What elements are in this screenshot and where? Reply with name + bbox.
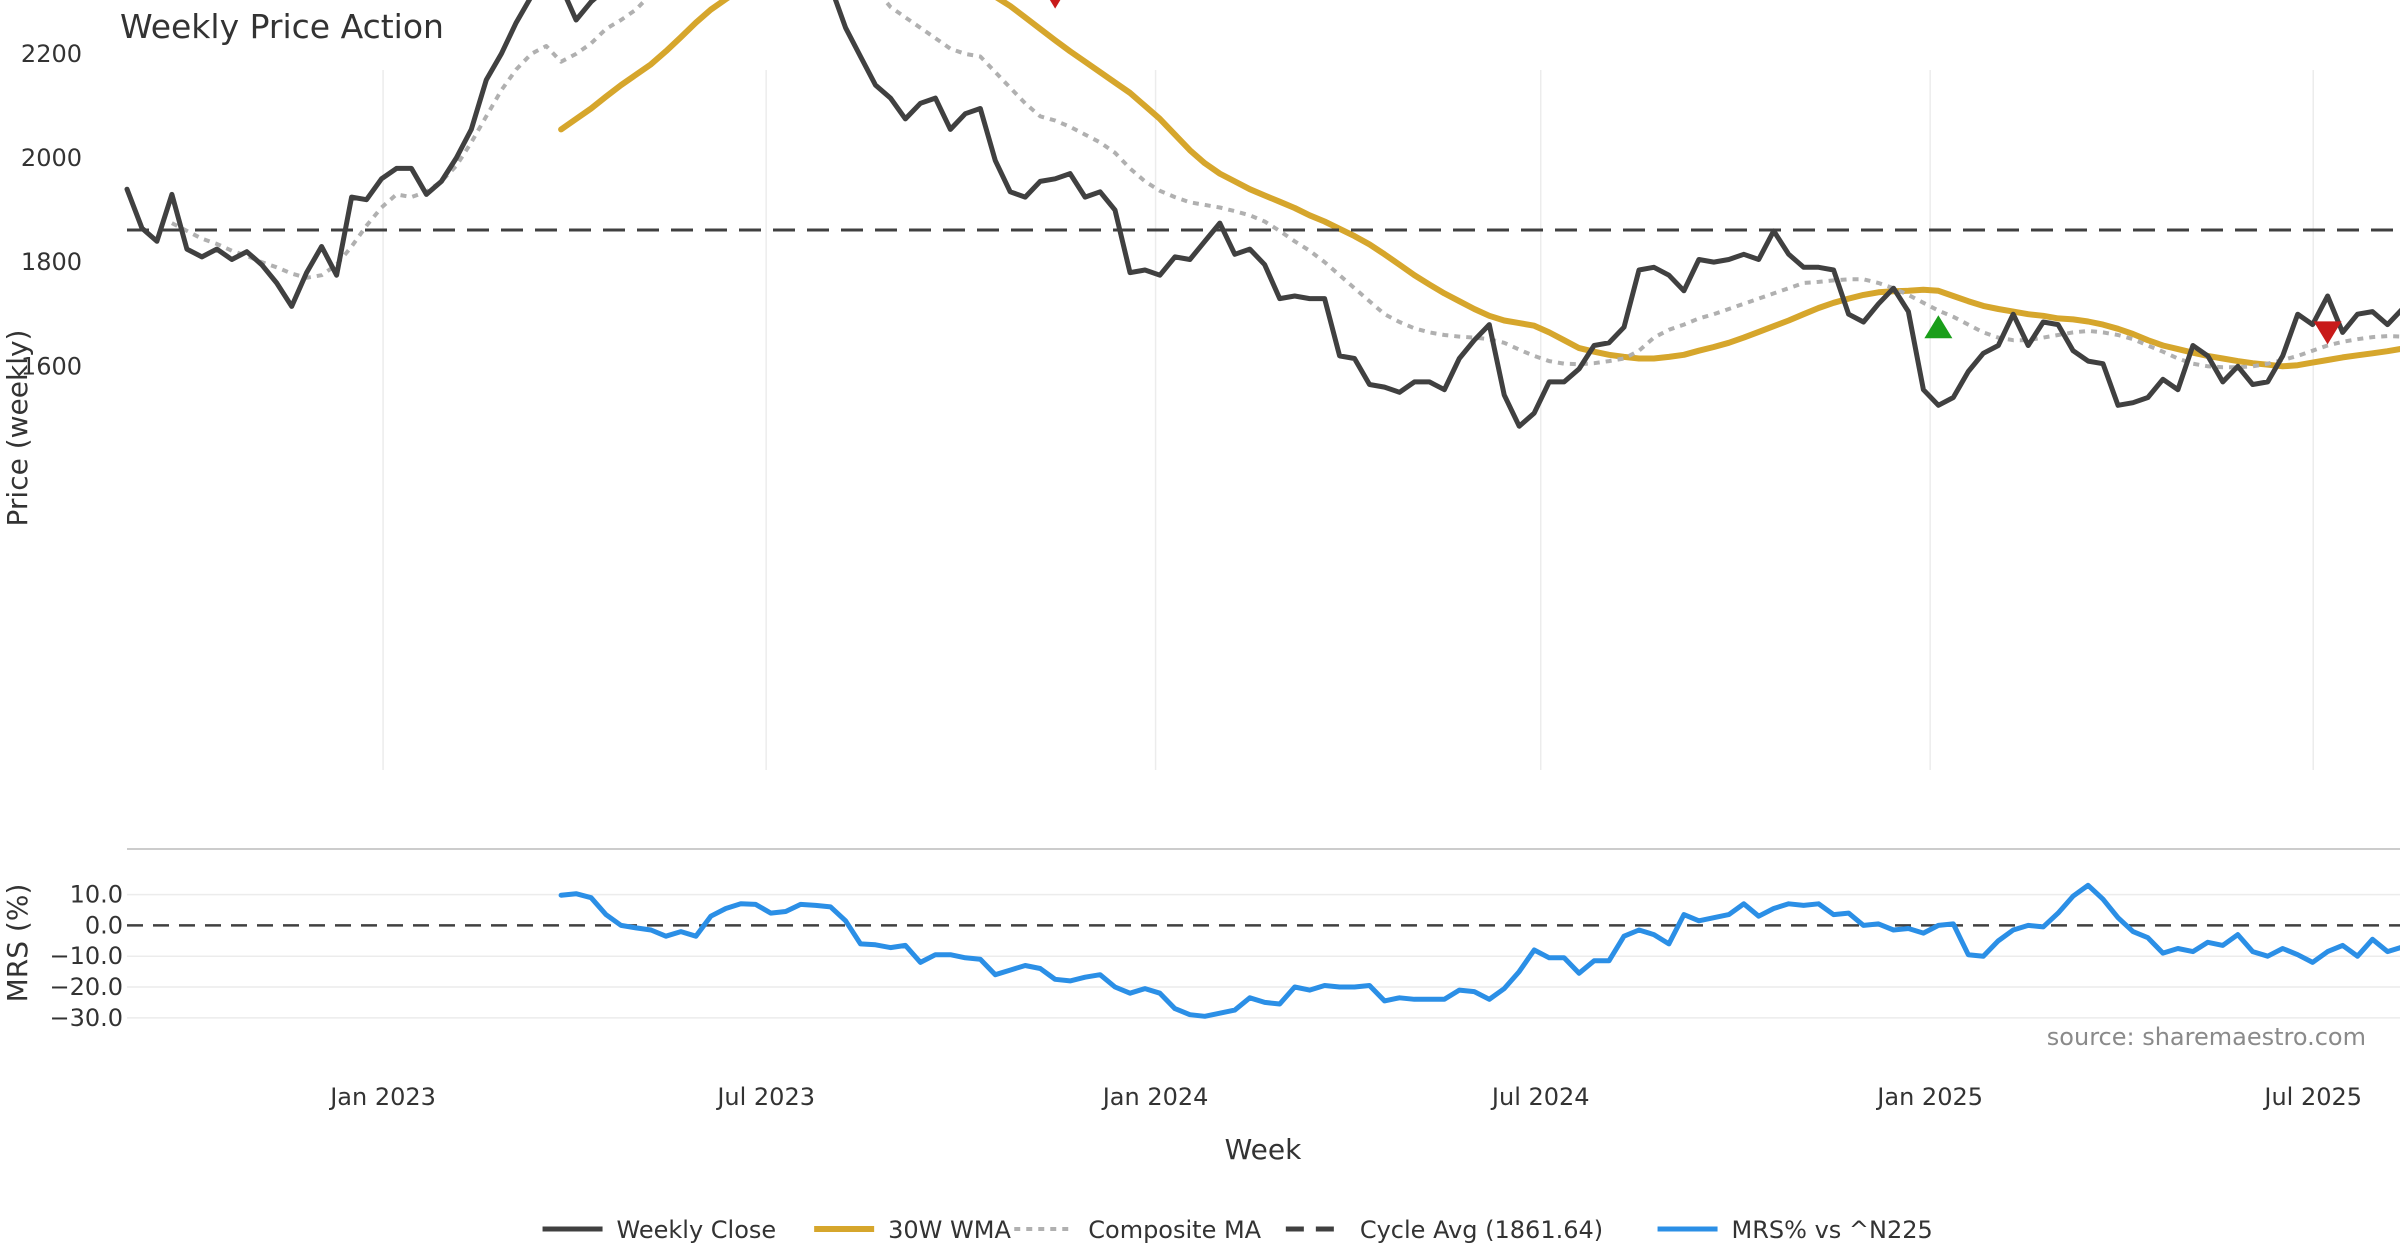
mrs-y-tick-label: 0.0 [85, 911, 123, 939]
x-tick-label: Jan 2024 [1101, 1083, 1209, 1111]
buy-signal-marker [1924, 315, 1953, 339]
price-y-tick-label: 1600 [21, 352, 82, 380]
legend-label: Weekly Close [617, 1216, 777, 1244]
mrs-panel: 10.00.0 −10.0 −20.0 −30.0 MRS (%) source: s… [1, 848, 2400, 1051]
x-axis-label: Week [1225, 1133, 1302, 1166]
legend-item: Weekly Close [542, 1216, 777, 1244]
mrs-y-tick-label: 10.0 [70, 881, 123, 909]
x-tick-label: Jul 2023 [715, 1083, 815, 1111]
x-tick-label: Jan 2025 [1875, 1083, 1983, 1111]
legend-item: MRS% vs ^N225 [1657, 1216, 1933, 1244]
chart-title: Weekly Price Action [120, 7, 444, 46]
sell-signal-marker [2313, 321, 2342, 345]
legend-item: Cycle Avg (1861.64) [1285, 1216, 1603, 1244]
x-tick-label: Jan 2023 [328, 1083, 436, 1111]
mrs-series [558, 882, 2400, 1019]
legend-label: Cycle Avg (1861.64) [1360, 1216, 1603, 1244]
mrs-y-tick-label: −30.0 [49, 1004, 123, 1032]
mrs-y-tick-label: −10.0 [49, 942, 123, 970]
price-y-axis: 160018002000220024002600 [21, 40, 82, 380]
wma-30w-line [558, 0, 2400, 370]
legend-item: Composite MA [1014, 1216, 1262, 1244]
mrs-y-tick-label: −20.0 [49, 973, 123, 1001]
x-tick-label: Jul 2024 [1490, 1083, 1590, 1111]
weekly-close-line [124, 0, 2400, 429]
mrs-horizontal-gridlines [127, 893, 2400, 1019]
signal-markers [1049, 0, 2342, 345]
sell-signal-marker [1049, 0, 1061, 9]
mrs-y-axis: 10.00.0 −10.0 −20.0 −30.0 [49, 881, 123, 1032]
legend-item: 30W WMA [814, 1216, 1011, 1244]
price-series [124, 0, 2400, 429]
x-axis: Jan 2023 Jul 2023 Jan 2024 Jul 2024 Jan 2025… [328, 1083, 2362, 1111]
x-tick-label: Jul 2025 [2262, 1083, 2362, 1111]
price-panel: 160018002000220024002600 Price (weekly) [1, 0, 2400, 770]
composite-ma-line [170, 0, 2400, 370]
mrs-line [558, 882, 2400, 1019]
legend: Weekly Close 30W WMA Composite MA Cycle Avg… [542, 1216, 1933, 1244]
legend-label: MRS% vs ^N225 [1732, 1216, 1933, 1244]
price-vertical-gridlines [382, 70, 2314, 770]
price-y-tick-label: 1800 [21, 248, 82, 276]
price-y-axis-label: Price (weekly) [1, 330, 34, 527]
legend-label: Composite MA [1088, 1216, 1261, 1244]
legend-label: 30W WMA [888, 1216, 1011, 1244]
price-y-tick-label: 2000 [21, 144, 82, 172]
mrs-y-axis-label: MRS (%) [1, 884, 34, 1003]
price-y-tick-label: 2200 [21, 40, 82, 68]
source-annotation: source: sharemaestro.com [2047, 1023, 2366, 1051]
